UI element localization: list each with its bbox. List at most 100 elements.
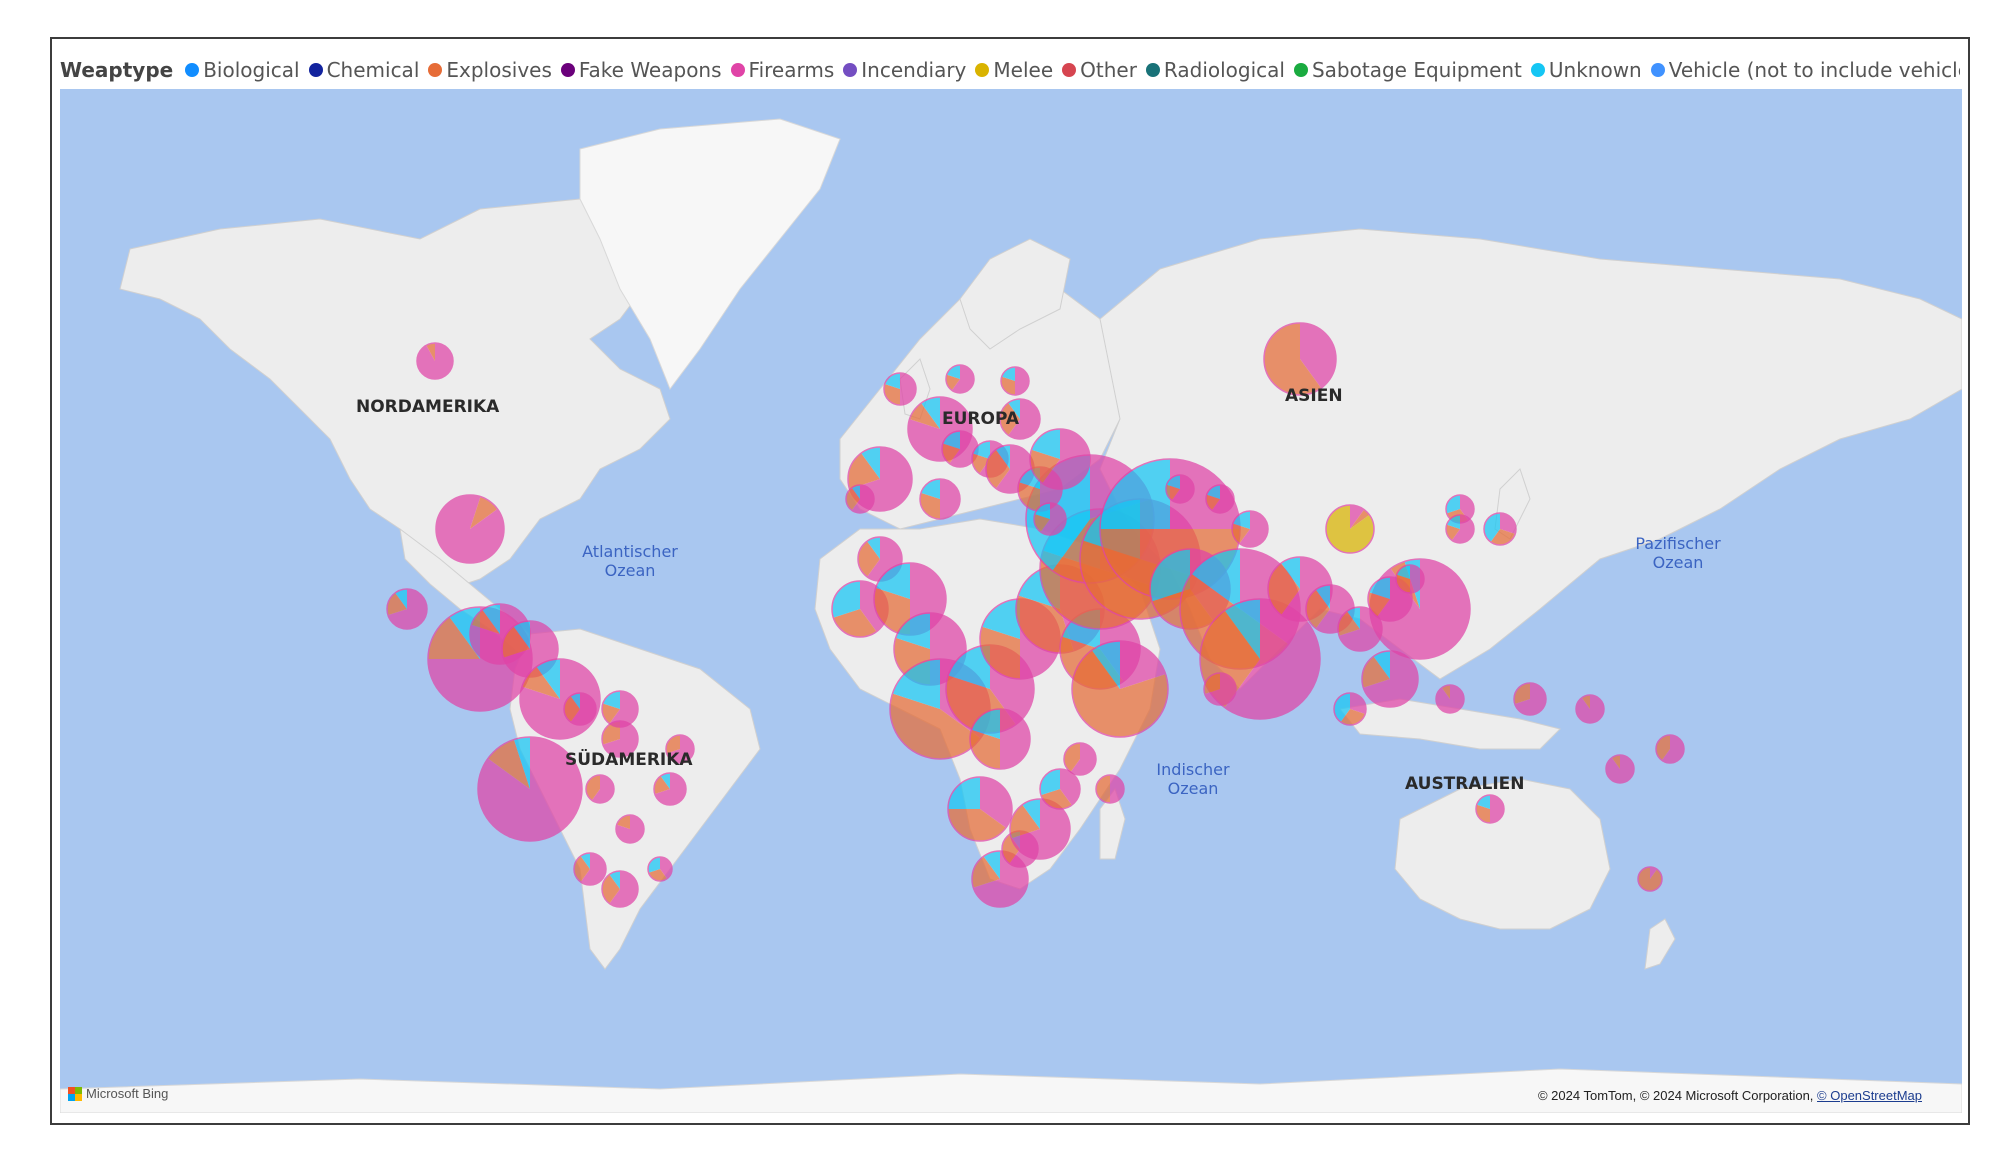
pie-marker[interactable] bbox=[585, 774, 615, 804]
world-map[interactable]: NORDAMERIKA SÜDAMERIKA EUROPA ASIEN AUST… bbox=[60, 89, 1962, 1113]
pie-markers[interactable] bbox=[386, 322, 1685, 908]
pie-marker[interactable] bbox=[1029, 428, 1091, 490]
pie-slice bbox=[666, 735, 680, 754]
pie-slice bbox=[995, 445, 1010, 469]
legend-label: Chemical bbox=[326, 58, 420, 82]
land-north-america bbox=[119, 198, 671, 590]
pie-marker[interactable] bbox=[477, 736, 583, 842]
pie-marker[interactable] bbox=[1033, 502, 1067, 536]
pie-marker[interactable] bbox=[1263, 322, 1337, 396]
pie-slice bbox=[1350, 693, 1366, 714]
pie-marker[interactable] bbox=[386, 588, 428, 630]
pie-marker[interactable] bbox=[1605, 754, 1635, 784]
pie-outline bbox=[665, 734, 695, 764]
pie-slice bbox=[1514, 683, 1546, 715]
pie-slice bbox=[1150, 549, 1190, 602]
pie-slice bbox=[1064, 743, 1080, 772]
pie-marker[interactable] bbox=[1009, 798, 1071, 860]
pie-marker[interactable] bbox=[1203, 672, 1237, 706]
pie-marker[interactable] bbox=[919, 478, 961, 520]
legend-item-other[interactable]: Other bbox=[1062, 58, 1137, 82]
pie-marker[interactable] bbox=[1205, 484, 1235, 514]
pie-outline bbox=[1039, 768, 1081, 810]
pie-outline bbox=[907, 396, 973, 462]
pie-marker[interactable] bbox=[647, 856, 673, 882]
pie-marker[interactable] bbox=[1000, 366, 1030, 396]
pie-slice bbox=[648, 857, 660, 873]
map-canvas[interactable]: NORDAMERIKA SÜDAMERIKA EUROPA ASIEN AUST… bbox=[60, 89, 1962, 1113]
pie-marker[interactable] bbox=[1637, 866, 1663, 892]
legend-item-melee[interactable]: Melee bbox=[975, 58, 1053, 82]
legend-label: Unknown bbox=[1548, 58, 1642, 82]
legend-item-fake[interactable]: Fake Weapons bbox=[560, 58, 722, 82]
pie-marker[interactable] bbox=[947, 776, 1013, 842]
pie-marker[interactable] bbox=[845, 484, 875, 514]
pie-marker[interactable] bbox=[573, 852, 607, 886]
pie-marker[interactable] bbox=[1575, 694, 1605, 724]
pie-marker[interactable] bbox=[1325, 504, 1375, 554]
pie-slice bbox=[983, 851, 1000, 879]
pie-marker[interactable] bbox=[945, 364, 975, 394]
pie-marker[interactable] bbox=[1165, 474, 1195, 504]
pie-marker[interactable] bbox=[601, 870, 639, 908]
pie-slice bbox=[1011, 799, 1070, 860]
pie-slice bbox=[1040, 503, 1066, 535]
pie-slice bbox=[1000, 402, 1020, 436]
openstreetmap-link[interactable]: © OpenStreetMap bbox=[1817, 1088, 1922, 1103]
legend-item-chemical[interactable]: Chemical bbox=[308, 58, 420, 82]
pie-marker[interactable] bbox=[999, 398, 1041, 440]
pie-marker[interactable] bbox=[665, 734, 695, 764]
pie-slice bbox=[487, 739, 530, 789]
pie-marker[interactable] bbox=[1071, 640, 1169, 738]
pie-slice bbox=[1091, 641, 1120, 689]
legend-item-vehicle[interactable]: Vehicle (not to include vehicle-borne ex… bbox=[1650, 58, 1960, 82]
pie-slice bbox=[883, 384, 900, 405]
pie-marker[interactable] bbox=[883, 372, 917, 406]
pie-slice bbox=[609, 871, 620, 889]
legend-item-incendiary[interactable]: Incendiary bbox=[843, 58, 966, 82]
pie-marker[interactable] bbox=[1231, 510, 1269, 548]
legend-item-unknown[interactable]: Unknown bbox=[1530, 58, 1642, 82]
pie-slice bbox=[847, 453, 880, 489]
pie-marker[interactable] bbox=[563, 692, 597, 726]
pie-marker[interactable] bbox=[1395, 564, 1425, 594]
pie-marker[interactable] bbox=[435, 494, 505, 564]
legend-item-explosives[interactable]: Explosives bbox=[428, 58, 552, 82]
pie-marker[interactable] bbox=[1039, 768, 1081, 810]
pie-marker[interactable] bbox=[1095, 774, 1125, 804]
legend-item-biological[interactable]: Biological bbox=[185, 58, 300, 82]
pie-marker[interactable] bbox=[615, 814, 645, 844]
pie-outline bbox=[615, 814, 645, 844]
pie-marker[interactable] bbox=[1445, 514, 1475, 544]
pie-marker[interactable] bbox=[1483, 512, 1517, 546]
pie-marker[interactable] bbox=[653, 772, 687, 806]
pie-outline bbox=[585, 774, 615, 804]
pie-marker[interactable] bbox=[601, 690, 639, 728]
pie-slice bbox=[1008, 399, 1020, 419]
ocean-label-atlantic-2: Ozean bbox=[605, 561, 656, 580]
pie-marker[interactable] bbox=[1361, 650, 1419, 708]
pie-marker[interactable] bbox=[1333, 692, 1367, 726]
pie-marker[interactable] bbox=[416, 342, 454, 380]
pie-marker[interactable] bbox=[1475, 794, 1505, 824]
pie-slice bbox=[1340, 709, 1366, 726]
pie-outline bbox=[969, 708, 1031, 770]
pie-slice bbox=[602, 691, 620, 709]
pie-marker[interactable] bbox=[1655, 734, 1685, 764]
pie-slice bbox=[416, 343, 453, 380]
legend-item-sabotage[interactable]: Sabotage Equipment bbox=[1293, 58, 1522, 82]
legend-item-firearms[interactable]: Firearms bbox=[730, 58, 835, 82]
bing-attribution: Microsoft Bing bbox=[68, 1086, 168, 1101]
pie-marker[interactable] bbox=[1513, 682, 1547, 716]
legend-label: Firearms bbox=[748, 58, 835, 82]
pie-marker[interactable] bbox=[941, 430, 979, 468]
legend-swatch bbox=[308, 63, 323, 77]
legend-label: Fake Weapons bbox=[578, 58, 722, 82]
pie-slice bbox=[972, 441, 990, 459]
pie-marker[interactable] bbox=[969, 708, 1031, 770]
legend: Weaptype Biological Chemical Explosives Fak… bbox=[60, 55, 1960, 85]
legend-item-radiological[interactable]: Radiological bbox=[1145, 58, 1285, 82]
pie-outline bbox=[653, 772, 687, 806]
pie-marker[interactable] bbox=[1435, 684, 1465, 714]
pie-marker[interactable] bbox=[1063, 742, 1097, 776]
